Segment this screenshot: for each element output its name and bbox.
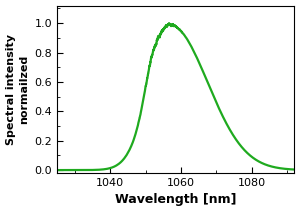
X-axis label: Wavelength [nm]: Wavelength [nm]	[115, 193, 236, 206]
Y-axis label: Spectral intensity
normailzed: Spectral intensity normailzed	[6, 34, 29, 145]
